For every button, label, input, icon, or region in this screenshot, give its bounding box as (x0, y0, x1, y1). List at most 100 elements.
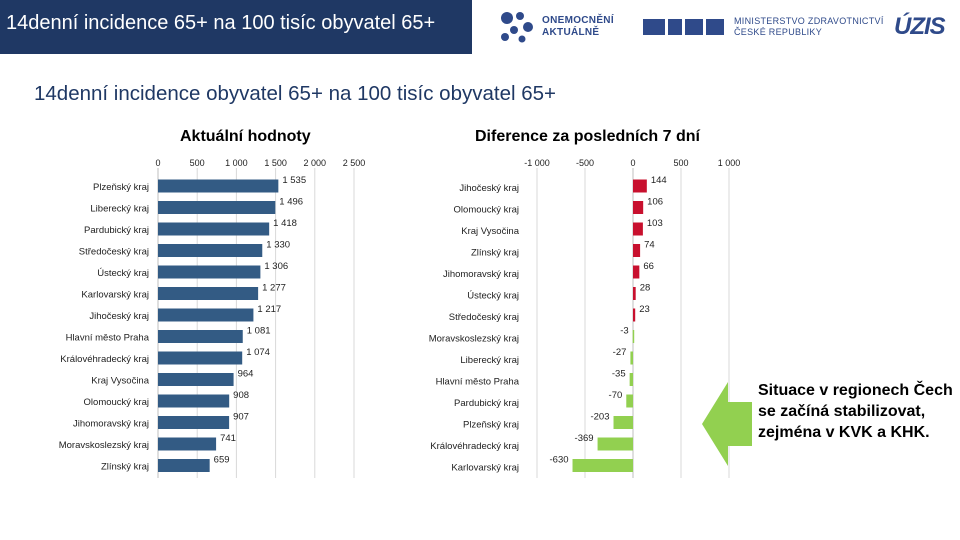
value-label: 908 (233, 390, 249, 401)
category-label: Pardubický kraj (84, 225, 149, 236)
category-label: Moravskoslezský kraj (429, 334, 519, 345)
value-label: 1 306 (264, 261, 288, 272)
value-label: 964 (238, 369, 254, 380)
category-label: Plzeňský kraj (93, 182, 149, 193)
difference-chart: -1 000 -500 0 500 1 000 Jihočeský kraj 144 Olom… (429, 158, 741, 478)
bar (158, 437, 217, 451)
category-label: Zlínský kraj (471, 248, 519, 259)
category-label: Plzeňský kraj (463, 420, 519, 431)
bar (158, 287, 259, 300)
tick-label: -500 (576, 158, 594, 168)
logo-mz-line2: ČESKÉ REPUBLIKY (734, 27, 823, 37)
tick-label: 1 500 (264, 158, 287, 168)
value-label: 103 (647, 218, 663, 229)
bar (630, 351, 633, 365)
category-label: Moravskoslezský kraj (59, 440, 149, 451)
bar (633, 244, 641, 257)
category-label: Hlavní město Praha (436, 377, 520, 388)
category-label: Jihomoravský kraj (73, 419, 149, 430)
category-label: Zlínský kraj (101, 462, 149, 473)
value-label: 144 (651, 175, 667, 186)
tick-label: 2 500 (343, 158, 366, 168)
category-label: Jihomoravský kraj (443, 269, 519, 280)
bar (158, 308, 254, 322)
tick-label: 1 000 (718, 158, 741, 168)
tick-label: 0 (630, 158, 635, 168)
category-label: Liberecký kraj (460, 355, 519, 366)
ministry-logo: MINISTERSTVO ZDRAVOTNICTVÍ ČESKÉ REPUBLI… (643, 10, 884, 44)
category-label: Ústecký kraj (97, 268, 149, 279)
bar (158, 394, 230, 408)
page-title: 14denní incidence obyvatel 65+ na 100 ti… (34, 82, 556, 105)
left-chart-title: Aktuální hodnoty (180, 128, 311, 145)
value-label: 741 (220, 433, 236, 444)
value-label: -369 (575, 433, 594, 444)
value-label: 1 418 (273, 218, 297, 229)
right-chart-title: Diference za posledních 7 dní (475, 128, 700, 145)
bar (633, 201, 644, 214)
left-arrow-icon (702, 382, 752, 466)
category-label: Olomoucký kraj (454, 205, 519, 216)
header-title: 14denní incidence 65+ na 100 tisíc obyva… (0, 0, 472, 54)
value-label: 66 (643, 261, 654, 272)
tick-label: 500 (190, 158, 205, 168)
bar (633, 308, 636, 322)
bar (158, 244, 263, 257)
value-label: -203 (590, 412, 609, 423)
category-label: Kraj Vysočina (91, 376, 149, 387)
tick-label: 0 (155, 158, 160, 168)
category-label: Kraj Vysočina (461, 226, 519, 237)
bar (158, 222, 270, 236)
value-label: 1 535 (282, 175, 306, 186)
bar (158, 373, 234, 386)
category-label: Středočeský kraj (449, 312, 519, 323)
bar (158, 179, 279, 193)
value-label: 1 330 (266, 240, 290, 251)
current-values-chart: 0 500 1 000 1 500 2 000 2 500 Plzeňský kraj 1 5… (59, 158, 366, 478)
logo-oa-line2: AKTUÁLNĚ (542, 27, 600, 38)
value-label: 1 074 (246, 347, 270, 358)
value-label: 1 277 (262, 283, 286, 294)
bar (158, 201, 276, 214)
bar (632, 330, 635, 343)
category-label: Pardubický kraj (454, 398, 519, 409)
onemocneni-aktualne-logo: ONEMOCNĚNÍ AKTUÁLNĚ (498, 10, 614, 44)
value-label: 907 (233, 412, 249, 423)
note-text: Situace v regionech Čech se začíná stabi… (758, 382, 953, 441)
category-label: Jihočeský kraj (89, 311, 149, 322)
bar (572, 459, 633, 472)
bar (633, 265, 640, 279)
bar (633, 222, 643, 236)
category-label: Hlavní město Praha (66, 333, 150, 344)
category-label: Středočeský kraj (79, 247, 149, 258)
value-label: 106 (647, 197, 663, 208)
category-label: Karlovarský kraj (81, 290, 149, 301)
tick-label: 500 (673, 158, 688, 168)
bar (629, 373, 633, 386)
bar (158, 330, 243, 343)
value-label: 23 (639, 304, 650, 315)
bar (633, 179, 647, 193)
value-label: -3 (620, 326, 628, 337)
value-label: -27 (613, 347, 627, 358)
header-bar: 14denní incidence 65+ na 100 tisíc obyva… (0, 0, 960, 54)
bar (158, 351, 243, 365)
category-label: Jihočeský kraj (459, 183, 519, 194)
logo-oa-line1: ONEMOCNĚNÍ (542, 15, 614, 26)
tick-label: 1 000 (225, 158, 248, 168)
bar (613, 416, 633, 429)
logo-mz-line1: MINISTERSTVO ZDRAVOTNICTVÍ (734, 16, 884, 26)
category-label: Ústecký kraj (467, 291, 519, 302)
bar (633, 287, 636, 300)
value-label: 1 217 (257, 304, 281, 315)
value-label: 74 (644, 240, 655, 251)
uzis-logo: ÚZIS (894, 13, 946, 40)
value-label: 659 (214, 455, 230, 466)
bar (158, 459, 210, 472)
bar (597, 437, 633, 451)
tick-label: 2 000 (304, 158, 327, 168)
value-label: 28 (640, 283, 651, 294)
value-label: 1 496 (279, 197, 303, 208)
value-label: -630 (550, 455, 569, 466)
category-label: Olomoucký kraj (84, 397, 149, 408)
